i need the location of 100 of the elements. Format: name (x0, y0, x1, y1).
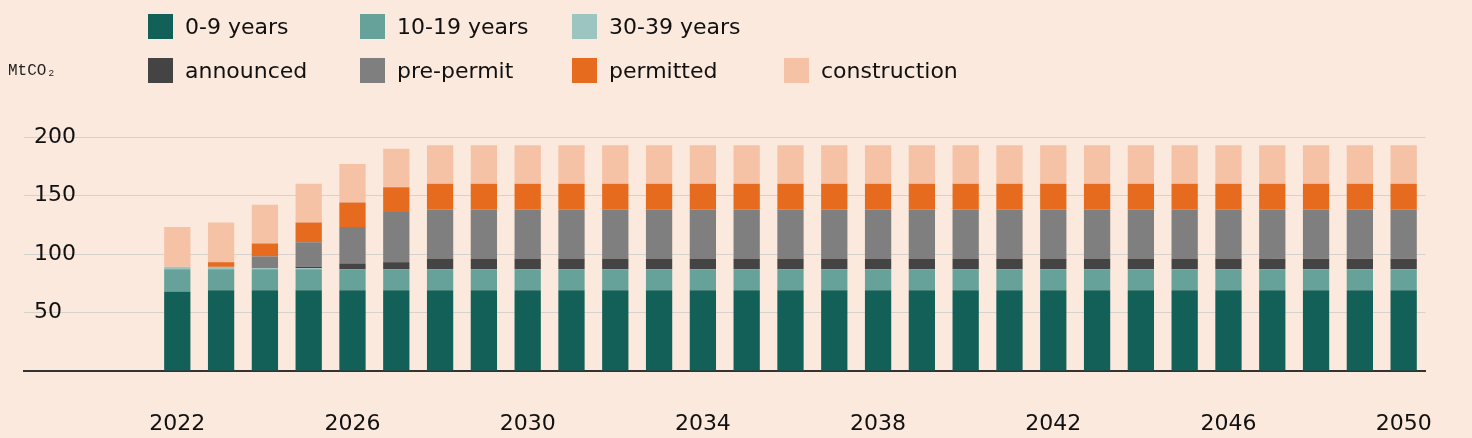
bar (777, 145, 804, 184)
bar (1127, 258, 1155, 270)
bar (1040, 269, 1067, 291)
bar (426, 209, 454, 259)
legend-label: construction (821, 57, 958, 83)
bar (1259, 258, 1286, 270)
bar (1083, 209, 1111, 259)
bar (689, 290, 717, 371)
bar (339, 227, 366, 264)
bar (908, 258, 936, 270)
bar (251, 290, 279, 371)
bar (1346, 269, 1373, 291)
bar (952, 209, 979, 259)
bar (339, 269, 366, 291)
bar (1215, 258, 1242, 270)
bar (645, 258, 673, 270)
bar (470, 258, 498, 270)
bar (383, 290, 410, 371)
legend-label: permitted (609, 57, 718, 83)
bar (777, 290, 804, 371)
bar (777, 183, 804, 210)
x-tick-label: 2022 (149, 409, 206, 435)
bar (1302, 290, 1330, 371)
bar (426, 269, 454, 291)
y-tick-label: 150 (34, 181, 76, 207)
bar (777, 269, 804, 291)
bar (1171, 258, 1198, 270)
bar (514, 209, 541, 259)
bar (1302, 209, 1330, 259)
bar (426, 145, 454, 184)
bar (908, 269, 936, 291)
bar (1215, 209, 1242, 259)
legend-label: 0-9 years (185, 13, 289, 39)
bar (952, 269, 979, 291)
bar (733, 209, 760, 259)
x-tick-label: 2034 (674, 409, 731, 435)
bar (295, 242, 322, 267)
bar (426, 290, 454, 371)
y-tick-label: 50 (34, 298, 62, 324)
bar (1302, 269, 1330, 291)
bar (689, 258, 717, 270)
bar (295, 290, 322, 371)
bar (514, 269, 541, 291)
bar (295, 183, 322, 223)
y-tick-label: 100 (34, 239, 76, 265)
bar (470, 269, 498, 291)
bar (1083, 290, 1111, 371)
bar (1215, 145, 1242, 184)
bar (164, 227, 191, 267)
bar (514, 290, 541, 371)
bar (558, 258, 585, 270)
legend-label: 10-19 years (397, 13, 529, 39)
bar (821, 269, 848, 291)
bar (514, 183, 541, 210)
bar (207, 290, 235, 371)
y-axis-title: MtCO₂ (8, 62, 57, 80)
bar (1171, 145, 1198, 184)
legend-label: announced (185, 57, 308, 83)
bar (645, 269, 673, 291)
bar (1390, 290, 1417, 371)
bar (689, 269, 717, 291)
bar (339, 202, 366, 228)
bar (339, 290, 366, 371)
bar (952, 183, 979, 210)
bar (383, 269, 410, 291)
bar (602, 290, 629, 371)
bar (383, 187, 410, 212)
bar (864, 290, 892, 371)
bar (1390, 183, 1417, 210)
bar (470, 209, 498, 259)
bar (1259, 209, 1286, 259)
bar (514, 145, 541, 184)
bar (602, 145, 629, 184)
bar (470, 145, 498, 184)
bar (1215, 269, 1242, 291)
bar (777, 209, 804, 259)
bar (733, 183, 760, 210)
bar (645, 209, 673, 259)
bar (514, 258, 541, 270)
bar (908, 290, 936, 371)
bar (1346, 183, 1373, 210)
bar (645, 183, 673, 210)
bar (777, 258, 804, 270)
bar (1083, 258, 1111, 270)
bar (1390, 269, 1417, 291)
bar (1171, 209, 1198, 259)
bar (821, 258, 848, 270)
legend-label: 30-39 years (609, 13, 741, 39)
bar (821, 209, 848, 259)
bar (1346, 258, 1373, 270)
bar (1127, 209, 1155, 259)
bar (996, 145, 1023, 184)
bar (1302, 258, 1330, 270)
bar (1127, 145, 1155, 184)
bar (207, 222, 235, 263)
bar (1346, 209, 1373, 259)
bar (733, 269, 760, 291)
bar (1083, 269, 1111, 291)
bar (426, 183, 454, 210)
bar (1171, 290, 1198, 371)
